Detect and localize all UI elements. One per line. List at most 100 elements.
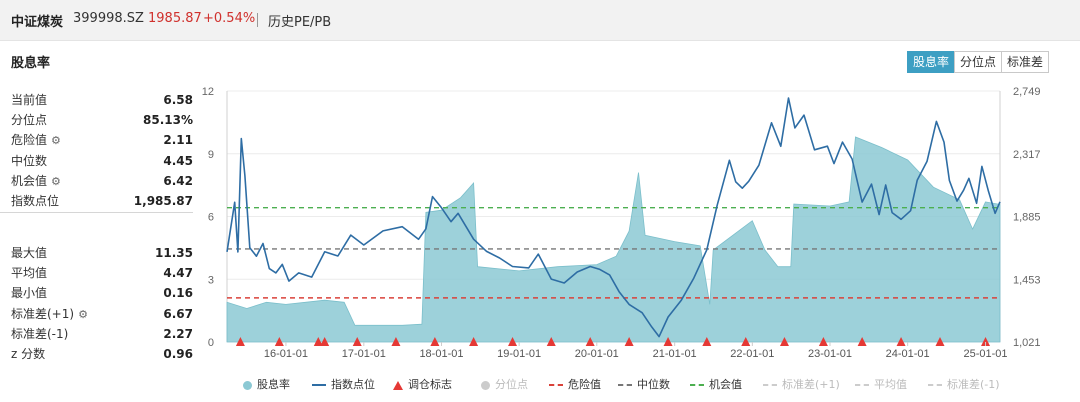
stat-value: 2.27	[163, 326, 193, 341]
legend-label: 危险值	[568, 378, 601, 391]
stat-row: 平均值 4.47	[11, 263, 193, 283]
index-change: +0.54%	[203, 11, 256, 26]
stat-value: 6.58	[163, 93, 193, 107]
rebalance-marker	[624, 337, 634, 346]
stat-label-text: 标准差(-1)	[11, 326, 69, 341]
tab-percentile[interactable]: 分位点	[954, 51, 1003, 73]
tab-std-dev[interactable]: 标准差	[1001, 51, 1050, 73]
rebalance-marker	[779, 337, 789, 346]
stat-label: 当前值	[11, 90, 47, 110]
stat-label-text: 平均值	[11, 266, 48, 281]
index-header: 中证煤炭 399998.SZ 1985.87 +0.54% 历史PE/PB	[0, 0, 1080, 41]
stat-row: 机会值 ⚙ 6.42	[11, 171, 193, 191]
legend-item[interactable]: 中位数	[618, 377, 670, 393]
stat-label-text: 中位数	[11, 153, 48, 168]
stat-label-text: 机会值	[11, 173, 48, 188]
stat-label-text: 最小值	[11, 286, 48, 301]
rebalance-marker	[313, 337, 323, 346]
legend-dot-icon	[243, 380, 252, 390]
legend-dash-icon	[763, 384, 777, 386]
stat-label: 标准差(-1)	[11, 324, 68, 344]
rebalance-marker	[546, 337, 556, 346]
stat-label: 最大值	[11, 243, 47, 263]
legend-dash-icon	[618, 384, 632, 386]
legend-item[interactable]: 标准差(-1)	[928, 377, 1000, 393]
stat-label-text: 危险值	[11, 133, 48, 148]
stat-value: 4.45	[163, 153, 193, 168]
legend-triangle-icon	[393, 380, 403, 390]
gear-icon[interactable]: ⚙	[51, 174, 61, 188]
rebalance-marker	[274, 337, 284, 346]
x-tick-label: 22-01-01	[730, 348, 774, 360]
legend-label: 股息率	[257, 378, 290, 391]
stat-value: 0.16	[163, 286, 193, 301]
tab-dividend-yield[interactable]: 股息率	[907, 51, 956, 73]
legend-label: 指数点位	[331, 378, 375, 391]
legend-item[interactable]: 标准差(+1)	[763, 377, 840, 393]
stat-row: 最大值 11.35	[11, 243, 193, 263]
legend-item[interactable]: 调仓标志	[393, 377, 452, 393]
x-tick-label: 25-01-01	[964, 348, 1008, 360]
x-tick-label: 21-01-01	[653, 348, 697, 360]
legend-label: 调仓标志	[408, 378, 452, 391]
gear-icon[interactable]: ⚙	[51, 134, 61, 148]
y-right-tick-label: 1,885	[1013, 212, 1041, 224]
index-code: 399998.SZ	[73, 11, 144, 26]
stats-panel-bottom: 最大值 11.35 平均值 4.47 最小值 0.16 标准差(+1) ⚙ 6.67 标准差(-1…	[11, 243, 193, 364]
index-price: 1985.87	[148, 11, 202, 26]
legend-item[interactable]: 危险值	[549, 377, 601, 393]
stat-value: 11.35	[155, 246, 193, 260]
stat-row: 标准差(+1) ⚙ 6.67	[11, 304, 193, 324]
y-right-tick-label: 2,317	[1013, 149, 1041, 161]
legend-item[interactable]: 股息率	[243, 377, 290, 393]
x-tick-label: 23-01-01	[808, 348, 852, 360]
stat-label: 指数点位	[11, 191, 59, 211]
legend-item[interactable]: 指数点位	[312, 377, 375, 393]
legend-item[interactable]: 机会值	[690, 377, 742, 393]
metric-tabs: 股息率 分位点 标准差	[907, 51, 1050, 73]
stat-row: 最小值 0.16	[11, 283, 193, 303]
legend-item[interactable]: 分位点	[481, 377, 528, 393]
page-title[interactable]: 历史PE/PB	[268, 15, 332, 30]
stat-row: 危险值 ⚙ 2.11	[11, 130, 193, 150]
stat-label-text: 当前值	[11, 93, 48, 107]
rebalance-marker	[320, 337, 330, 346]
legend-label: 平均值	[874, 378, 907, 391]
rebalance-marker	[430, 337, 440, 346]
rebalance-marker	[235, 337, 245, 346]
stat-label-text: 指数点位	[11, 193, 60, 208]
y-left-tick-label: 0	[208, 337, 214, 349]
stat-value: 2.11	[163, 133, 193, 148]
stats-panel-top: 当前值 6.58 分位点 85.13% 危险值 ⚙ 2.11 中位数 4.45 机会值 ⚙ 6.42 指…	[11, 90, 193, 211]
rebalance-marker	[585, 337, 595, 346]
rebalance-marker	[818, 337, 828, 346]
rebalance-marker	[469, 337, 479, 346]
legend-item[interactable]: 平均值	[855, 377, 907, 393]
x-tick-label: 19-01-01	[497, 348, 541, 360]
rebalance-marker	[741, 337, 751, 346]
x-tick-label: 20-01-01	[575, 348, 619, 360]
legend-dash-icon	[690, 384, 704, 386]
stat-value: 85.13%	[143, 113, 193, 128]
header-divider	[257, 13, 258, 27]
gear-icon[interactable]: ⚙	[78, 307, 88, 321]
stat-label: 危险值 ⚙	[11, 130, 61, 151]
stat-row: 当前值 6.58	[11, 90, 193, 110]
stat-label: 分位点	[11, 110, 47, 130]
stat-label-text: 标准差(+1)	[11, 306, 75, 321]
rebalance-marker	[663, 337, 673, 346]
series-area-dividend-yield	[226, 136, 1001, 343]
legend-label: 机会值	[709, 378, 742, 391]
legend-dash-icon	[549, 384, 563, 386]
y-right-tick-label: 1,021	[1013, 337, 1041, 349]
stat-label: 最小值	[11, 283, 47, 303]
stat-label-text: 最大值	[11, 246, 48, 260]
stat-label-text: z 分数	[11, 346, 46, 361]
rebalance-marker	[702, 337, 712, 346]
legend-line-icon	[312, 384, 326, 386]
rebalance-marker	[981, 337, 991, 346]
legend-dash-icon	[855, 384, 869, 386]
stat-label: 中位数	[11, 151, 47, 171]
y-right-tick-label: 1,453	[1013, 274, 1041, 286]
stat-row: z 分数 0.96	[11, 344, 193, 364]
